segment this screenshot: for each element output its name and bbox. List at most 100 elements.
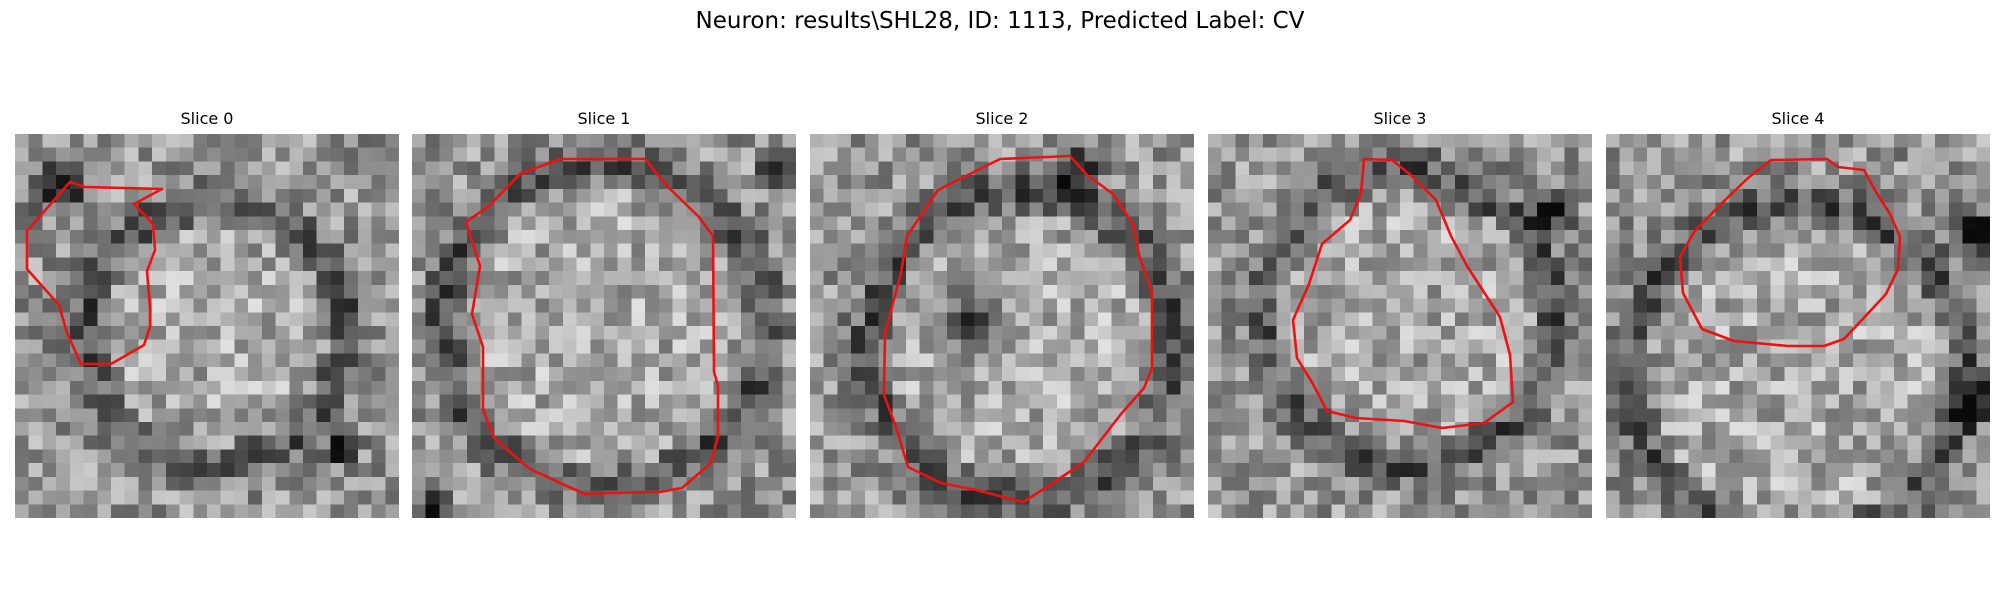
- pixel-cell: [152, 299, 166, 313]
- pixel-cell: [577, 340, 591, 354]
- pixel-cell: [70, 299, 84, 313]
- pixel-cell: [851, 230, 865, 244]
- pixel-cell: [700, 504, 714, 518]
- pixel-cell: [741, 148, 755, 162]
- pixel-cell: [1633, 340, 1647, 354]
- pixel-cell: [700, 353, 714, 367]
- pixel-cell: [1002, 216, 1016, 230]
- pixel-cell: [84, 381, 98, 395]
- pixel-cell: [234, 257, 248, 271]
- pixel-cell: [372, 175, 386, 189]
- pixel-cell: [824, 504, 838, 518]
- pixel-cell: [782, 422, 796, 436]
- pixel-cell: [1153, 381, 1167, 395]
- pixel-cell: [1386, 504, 1400, 518]
- pixel-cell: [906, 161, 920, 175]
- pixel-cell: [1729, 230, 1743, 244]
- pixel-cell: [1153, 408, 1167, 422]
- pixel-cell: [180, 148, 194, 162]
- pixel-cell: [1400, 230, 1414, 244]
- pixel-cell: [1510, 463, 1524, 477]
- pixel-cell: [15, 203, 29, 217]
- pixel-cell: [824, 271, 838, 285]
- pixel-cell: [645, 463, 659, 477]
- pixel-cell: [1675, 148, 1689, 162]
- pixel-cell: [1702, 408, 1716, 422]
- pixel-cell: [317, 408, 331, 422]
- pixel-cell: [1084, 395, 1098, 409]
- pixel-cell: [1798, 257, 1812, 271]
- pixel-cell: [248, 491, 262, 505]
- pixel-cell: [631, 436, 645, 450]
- pixel-cell: [1400, 216, 1414, 230]
- pixel-cell: [29, 477, 43, 491]
- pixel-cell: [1318, 463, 1332, 477]
- pixel-cell: [933, 422, 947, 436]
- pixel-cell: [1304, 395, 1318, 409]
- pixel-cell: [453, 491, 467, 505]
- pixel-cell: [1167, 449, 1181, 463]
- pixel-cell: [372, 203, 386, 217]
- pixel-cell: [289, 504, 303, 518]
- pixel-cell: [248, 175, 262, 189]
- pixel-cell: [1688, 449, 1702, 463]
- pixel-cell: [1949, 422, 1963, 436]
- pixel-cell: [152, 161, 166, 175]
- pixel-cell: [1702, 161, 1716, 175]
- pixel-cell: [975, 203, 989, 217]
- pixel-cell: [1578, 161, 1592, 175]
- pixel-cell: [1167, 203, 1181, 217]
- pixel-cell: [975, 463, 989, 477]
- pixel-cell: [714, 257, 728, 271]
- pixel-cell: [111, 312, 125, 326]
- pixel-cell: [1675, 175, 1689, 189]
- pixel-cell: [1523, 203, 1537, 217]
- pixel-cell: [262, 203, 276, 217]
- pixel-cell: [1702, 340, 1716, 354]
- pixel-cell: [1743, 244, 1757, 258]
- pixel-cell: [1578, 353, 1592, 367]
- pixel-cell: [1084, 353, 1098, 367]
- pixel-cell: [673, 422, 687, 436]
- pixel-cell: [56, 367, 70, 381]
- pixel-cell: [1016, 422, 1030, 436]
- pixel-cell: [1441, 340, 1455, 354]
- pixel-cell: [988, 257, 1002, 271]
- pixel-cell: [1729, 299, 1743, 313]
- pixel-cell: [549, 395, 563, 409]
- pixel-cell: [372, 463, 386, 477]
- pixel-cell: [1523, 353, 1537, 367]
- pixel-cell: [837, 203, 851, 217]
- pixel-cell: [1345, 340, 1359, 354]
- pixel-cell: [686, 271, 700, 285]
- pixel-cell: [180, 203, 194, 217]
- pixel-cell: [1510, 312, 1524, 326]
- pixel-cell: [358, 395, 372, 409]
- pixel-cell: [1825, 244, 1839, 258]
- pixel-cell: [590, 504, 604, 518]
- pixel-cell: [1523, 408, 1537, 422]
- pixel-cell: [1675, 216, 1689, 230]
- pixel-cell: [1921, 175, 1935, 189]
- pixel-cell: [1647, 216, 1661, 230]
- pixel-cell: [1071, 216, 1085, 230]
- pixel-cell: [1235, 408, 1249, 422]
- pixel-cell: [837, 148, 851, 162]
- pixel-cell: [1277, 408, 1291, 422]
- pixel-cell: [920, 299, 934, 313]
- pixel-cell: [1853, 449, 1867, 463]
- pixel-cell: [1839, 216, 1853, 230]
- pixel-cell: [933, 285, 947, 299]
- pixel-cell: [563, 299, 577, 313]
- pixel-cell: [1331, 340, 1345, 354]
- pixel-cell: [1661, 285, 1675, 299]
- pixel-cell: [180, 326, 194, 340]
- pixel-cell: [1235, 216, 1249, 230]
- pixel-cell: [1427, 134, 1441, 148]
- pixel-cell: [508, 257, 522, 271]
- pixel-cell: [276, 395, 290, 409]
- pixel-cell: [1098, 491, 1112, 505]
- pixel-cell: [1139, 395, 1153, 409]
- pixel-cell: [84, 463, 98, 477]
- pixel-cell: [221, 148, 235, 162]
